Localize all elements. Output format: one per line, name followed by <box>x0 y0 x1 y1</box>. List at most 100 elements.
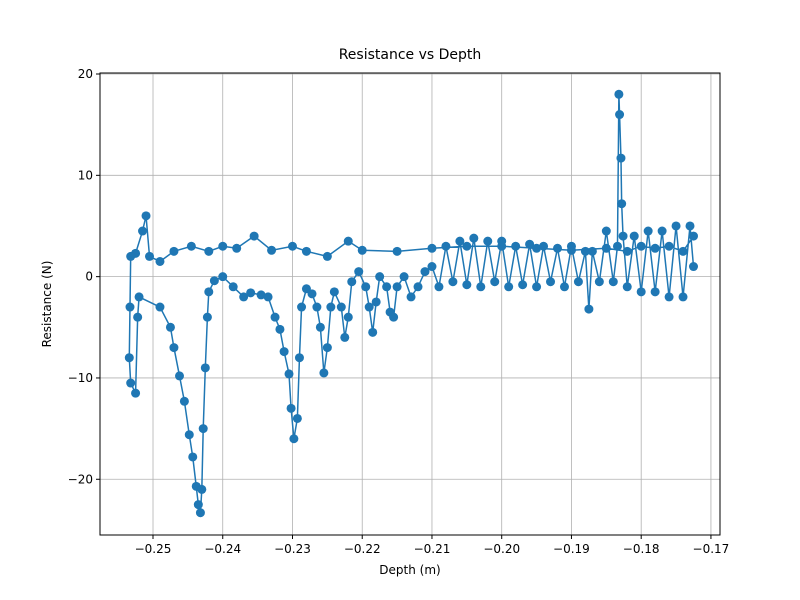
data-point <box>462 241 472 251</box>
data-point <box>608 277 618 287</box>
data-point <box>209 276 219 286</box>
data-point <box>584 304 594 314</box>
data-point <box>678 292 688 302</box>
x-tick-label: −0.21 <box>414 542 451 556</box>
data-point <box>685 221 695 231</box>
data-point <box>566 241 576 251</box>
data-point <box>294 353 304 363</box>
data-point <box>375 272 385 282</box>
data-point <box>671 221 681 231</box>
data-point <box>594 277 604 287</box>
y-tick-label: −10 <box>68 371 93 385</box>
data-point <box>525 239 535 249</box>
data-point <box>434 282 444 292</box>
data-point <box>427 243 437 253</box>
data-point <box>232 243 242 253</box>
x-axis-label: Depth (m) <box>379 563 440 577</box>
data-point <box>124 353 134 363</box>
data-point <box>179 396 189 406</box>
data-point <box>678 246 688 256</box>
x-tick-label: −0.17 <box>693 542 730 556</box>
data-point <box>256 290 266 300</box>
data-point <box>343 236 353 246</box>
data-point <box>297 302 307 312</box>
data-point <box>126 378 136 388</box>
data-point <box>617 199 627 209</box>
data-point <box>289 434 299 444</box>
data-point <box>307 289 317 299</box>
data-point <box>322 251 332 261</box>
data-point <box>643 226 653 236</box>
data-point <box>361 282 371 292</box>
data-point <box>580 246 590 256</box>
data-point <box>469 233 479 243</box>
data-point <box>347 277 357 287</box>
data-point <box>618 231 628 241</box>
data-point <box>587 246 597 256</box>
data-point <box>420 267 430 277</box>
data-point <box>275 324 285 334</box>
data-point <box>664 241 674 251</box>
data-point <box>202 312 212 322</box>
data-point <box>239 292 249 302</box>
data-point <box>246 288 256 298</box>
data-point <box>138 226 148 236</box>
data-point <box>322 343 332 353</box>
data-point <box>155 256 165 266</box>
data-point <box>249 231 259 241</box>
data-point <box>270 312 280 322</box>
data-point <box>155 302 165 312</box>
y-tick-label: 20 <box>78 67 93 81</box>
data-point <box>184 430 194 440</box>
data-point <box>357 245 367 255</box>
y-axis-label: Resistance (N) <box>40 261 54 348</box>
data-point <box>368 327 378 337</box>
data-point <box>340 332 350 342</box>
x-tick-label: −0.19 <box>553 542 590 556</box>
data-point <box>688 262 698 272</box>
data-point <box>287 241 297 251</box>
data-point <box>413 282 423 292</box>
x-tick-label: −0.23 <box>274 542 311 556</box>
data-point <box>263 292 273 302</box>
data-point <box>497 236 507 246</box>
x-tick-label: −0.25 <box>135 542 172 556</box>
data-point <box>218 272 228 282</box>
data-point <box>267 245 277 255</box>
data-point <box>650 287 660 297</box>
data-point <box>286 403 296 413</box>
data-point <box>193 500 203 510</box>
data-point <box>490 277 500 287</box>
data-point <box>392 246 402 256</box>
data-point <box>198 424 208 434</box>
data-point <box>612 241 622 251</box>
data-point <box>650 243 660 253</box>
data-point <box>636 287 646 297</box>
data-point <box>336 302 346 312</box>
data-point <box>165 322 175 332</box>
plot-frame <box>99 72 721 536</box>
x-tick-label: −0.20 <box>483 542 520 556</box>
data-point <box>125 302 135 312</box>
data-point <box>389 312 399 322</box>
data-point <box>573 277 583 287</box>
data-point <box>622 282 632 292</box>
data-point <box>483 236 493 246</box>
data-point <box>175 371 185 381</box>
data-point <box>218 241 228 251</box>
data-point <box>664 292 674 302</box>
data-point <box>688 231 698 241</box>
data-line <box>128 94 695 513</box>
data-point <box>186 241 196 251</box>
data-point <box>326 302 336 312</box>
data-point <box>343 312 353 322</box>
data-point <box>204 287 214 297</box>
data-point <box>279 347 289 357</box>
data-point <box>532 243 542 253</box>
data-point <box>133 312 143 322</box>
data-point <box>134 292 144 302</box>
data-point <box>228 282 238 292</box>
data-point <box>441 241 451 251</box>
